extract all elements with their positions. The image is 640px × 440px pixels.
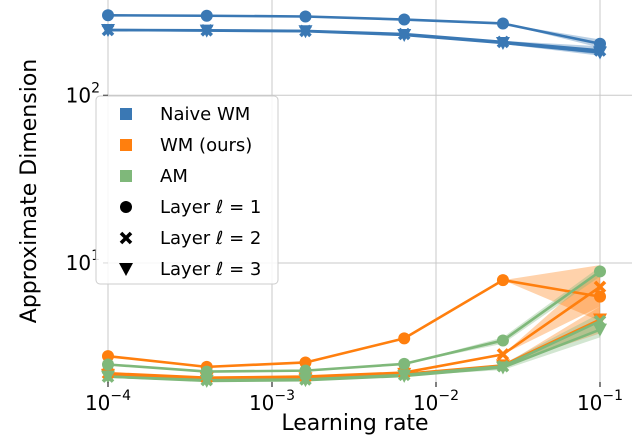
legend: Naive WM WM (ours) AM Layer ℓ = 1 Layer ℓ = … [95, 95, 279, 285]
x-axis-ticks: 10−4 10−3 10−2 10−1 [85, 382, 623, 415]
series-line [107, 328, 601, 383]
legend-item: AM [120, 166, 188, 187]
y-axis-label: Approximate Dimension [17, 59, 42, 323]
x-tick-label: 10−2 [413, 388, 459, 415]
legend-swatch [120, 108, 132, 120]
legend-label: AM [160, 166, 188, 187]
data-point [200, 365, 213, 378]
data-point [594, 265, 606, 278]
data-point [102, 350, 114, 363]
data-point [496, 17, 509, 30]
data-point [495, 37, 510, 51]
legend-swatch [120, 139, 132, 151]
series-lines [107, 13, 601, 383]
legend-item: WM (ours) [120, 135, 252, 156]
series-line [107, 13, 601, 45]
y-axis-ticks: 101 102 [66, 80, 108, 275]
data-point [101, 24, 115, 38]
data-point [299, 10, 312, 23]
legend-marker [119, 231, 133, 245]
data-point [496, 334, 509, 347]
y-tick-label: 101 [66, 248, 100, 275]
data-point [200, 9, 213, 22]
data-point [398, 332, 411, 345]
data-point [593, 323, 607, 337]
x-tick-label: 10−1 [577, 388, 623, 415]
legend-item: Layer ℓ = 2 [119, 228, 261, 249]
series-line [107, 28, 601, 54]
data-point [199, 374, 214, 388]
x-axis-label: Learning rate [281, 411, 428, 436]
data-point [594, 290, 606, 303]
data-point [398, 357, 411, 370]
x-tick-label: 10−4 [85, 388, 131, 415]
data-point [593, 280, 607, 294]
series-line [107, 270, 601, 373]
series-markers [101, 9, 607, 388]
legend-item: Layer ℓ = 3 [119, 259, 261, 280]
data-point [397, 369, 412, 383]
series-line [107, 278, 601, 369]
legend-swatch [120, 170, 132, 182]
data-point [199, 24, 214, 38]
data-point [299, 364, 312, 377]
legend-box [95, 95, 279, 285]
data-point [496, 348, 510, 361]
data-point [495, 361, 510, 375]
legend-item: Layer ℓ = 1 [120, 197, 261, 218]
legend-marker [119, 263, 133, 276]
data-point [102, 9, 114, 22]
legend-marker [120, 201, 132, 213]
x-tick-label: 10−3 [249, 388, 295, 415]
data-point [102, 358, 114, 371]
confidence-band [108, 265, 600, 367]
legend-label: Naive WM [160, 104, 250, 125]
legend-label: WM (ours) [160, 135, 252, 156]
data-point [496, 274, 509, 287]
data-point [298, 25, 313, 39]
legend-item: Naive WM [120, 104, 250, 125]
y-tick-label: 102 [66, 80, 100, 107]
data-point [298, 374, 313, 388]
legend-label: Layer ℓ = 2 [160, 228, 261, 249]
data-point [397, 28, 412, 42]
data-point [101, 370, 115, 384]
data-point [398, 13, 411, 26]
legend-label: Layer ℓ = 1 [160, 197, 261, 218]
data-point [593, 46, 607, 60]
legend-label: Layer ℓ = 3 [160, 259, 261, 280]
